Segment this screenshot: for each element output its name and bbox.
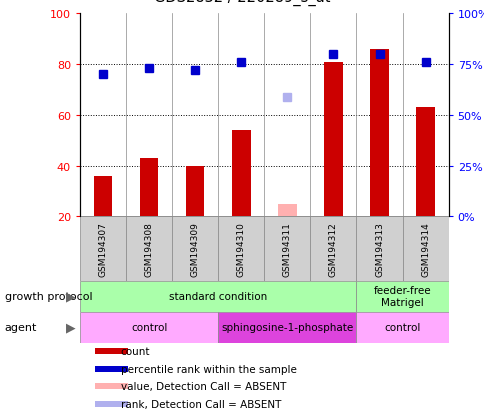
Bar xyxy=(94,401,128,407)
Text: growth protocol: growth protocol xyxy=(5,291,92,301)
Bar xyxy=(94,383,128,389)
Bar xyxy=(94,348,128,354)
Bar xyxy=(323,62,342,217)
Bar xyxy=(94,366,128,372)
Text: count: count xyxy=(121,346,150,356)
Bar xyxy=(356,281,448,312)
Bar xyxy=(356,217,402,281)
Bar xyxy=(277,204,296,217)
Text: ▶: ▶ xyxy=(65,290,75,303)
Bar xyxy=(415,108,434,217)
Text: percentile rank within the sample: percentile rank within the sample xyxy=(121,364,296,374)
Text: GSM194312: GSM194312 xyxy=(328,221,337,276)
Bar xyxy=(139,159,158,217)
Bar xyxy=(402,217,448,281)
Text: GSM194307: GSM194307 xyxy=(98,221,107,276)
Bar xyxy=(231,131,250,217)
Text: control: control xyxy=(383,322,420,332)
Text: GSM194310: GSM194310 xyxy=(236,221,245,276)
Text: GSM194308: GSM194308 xyxy=(144,221,153,276)
Text: value, Detection Call = ABSENT: value, Detection Call = ABSENT xyxy=(121,382,286,392)
Bar xyxy=(185,166,204,217)
Text: standard condition: standard condition xyxy=(169,291,267,301)
Text: GDS2832 / 220289_s_at: GDS2832 / 220289_s_at xyxy=(154,0,330,6)
Bar xyxy=(369,50,388,217)
Bar xyxy=(80,281,356,312)
Bar xyxy=(172,217,218,281)
Bar xyxy=(80,312,218,343)
Text: ▶: ▶ xyxy=(65,321,75,334)
Text: GSM194309: GSM194309 xyxy=(190,221,199,276)
Bar xyxy=(93,176,112,217)
Bar xyxy=(356,312,448,343)
Text: GSM194311: GSM194311 xyxy=(282,221,291,276)
Bar xyxy=(218,312,356,343)
Text: control: control xyxy=(131,322,167,332)
Text: rank, Detection Call = ABSENT: rank, Detection Call = ABSENT xyxy=(121,399,280,409)
Text: GSM194313: GSM194313 xyxy=(374,221,383,276)
Bar xyxy=(80,217,126,281)
Text: feeder-free
Matrigel: feeder-free Matrigel xyxy=(373,285,430,308)
Bar xyxy=(126,217,172,281)
Bar xyxy=(264,217,310,281)
Text: GSM194314: GSM194314 xyxy=(420,221,429,276)
Bar xyxy=(218,217,264,281)
Text: agent: agent xyxy=(5,322,37,332)
Text: sphingosine-1-phosphate: sphingosine-1-phosphate xyxy=(221,322,353,332)
Bar xyxy=(310,217,356,281)
